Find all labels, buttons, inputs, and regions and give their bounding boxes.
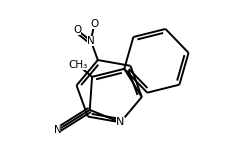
Text: N: N — [87, 36, 95, 46]
Text: N: N — [116, 117, 125, 127]
Text: O: O — [90, 19, 98, 29]
Text: CH₃: CH₃ — [68, 60, 88, 70]
Text: N: N — [54, 125, 61, 135]
Text: O: O — [73, 25, 81, 35]
